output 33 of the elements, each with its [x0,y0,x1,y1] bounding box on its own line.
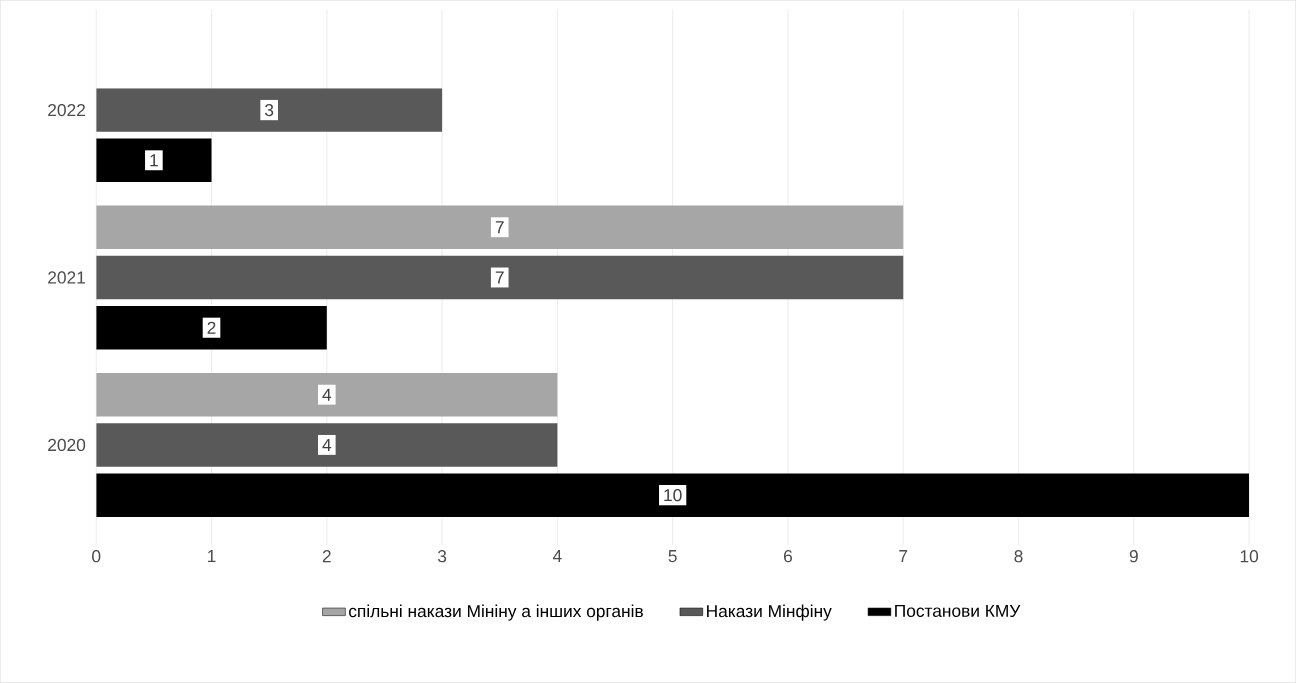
legend-label: Постанови КМУ [895,604,1021,617]
data-label: 10 [664,489,682,502]
data-label: 7 [495,271,504,284]
x-tick-label: 10 [1240,550,1259,563]
x-tick-label: 6 [784,550,793,563]
x-tick-label: 0 [92,550,101,563]
x-tick-label: 1 [208,550,216,563]
bar [96,205,904,250]
y-tick-label: 2020 [48,438,86,452]
data-label: 1 [150,154,158,167]
bar [96,372,558,417]
y-tick-label: 2021 [48,271,85,284]
data-label: 3 [265,103,274,117]
x-tick-label: 4 [552,550,562,563]
data-label: 2 [207,321,216,334]
bar [96,423,558,467]
data-label: 4 [322,388,332,401]
bar [96,305,327,350]
bar [96,473,1250,517]
legend-label: спільні накази Мініну а інших органів [349,604,643,621]
x-tick-label: 2 [322,550,331,563]
data-label: 7 [495,221,504,234]
bar [96,88,443,132]
legend-label: Накази Мінфіну [707,604,832,621]
x-tick-label: 7 [899,550,908,563]
x-tick-label: 5 [668,550,677,563]
y-tick-label: 2022 [48,103,85,117]
data-label: 4 [322,439,332,451]
x-tick-label: 3 [437,550,447,563]
bar [96,255,904,300]
x-tick-label: 8 [1014,550,1023,563]
bar [96,138,212,183]
x-tick-label: 9 [1129,550,1138,563]
